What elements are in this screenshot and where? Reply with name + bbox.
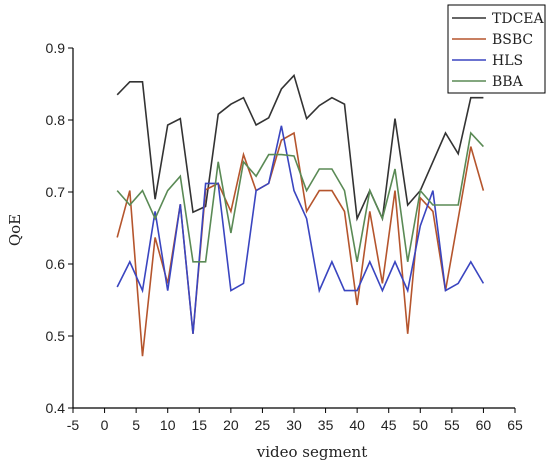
series-line-bba	[116, 131, 484, 263]
x-tick-label: 60	[476, 417, 492, 433]
x-tick-label: -5	[67, 417, 80, 433]
x-tick-label: 40	[349, 417, 365, 433]
legend-label-bba: BBA	[492, 74, 524, 90]
x-tick-label: 25	[255, 417, 271, 433]
y-tick-label: 0.4	[46, 400, 66, 416]
x-tick-label: 35	[318, 417, 334, 433]
x-tick-label: 30	[286, 417, 302, 433]
axes: -5 0 5 10 15 20 25 30 35 40 45 50 55 60 65 0.4 0.5 0.6 0.7…	[46, 40, 523, 433]
legend-box	[447, 4, 546, 94]
y-tick-label: 0.5	[46, 328, 66, 344]
x-tick-label: 10	[160, 417, 176, 433]
series-line-bsbc	[116, 131, 485, 357]
series-line-tdcea	[116, 73, 484, 222]
legend: TDCEA BSBC HLS BBA	[447, 4, 546, 94]
legend-label-hls: HLS	[492, 53, 523, 69]
y-tick-label: 0.8	[46, 112, 66, 128]
series-line-hls	[116, 125, 485, 334]
x-tick-label: 55	[444, 417, 460, 433]
legend-label-tdcea: TDCEA	[492, 11, 544, 27]
y-tick-label: 0.9	[46, 40, 66, 56]
x-tick-label: 0	[101, 417, 109, 433]
legend-label-bsbc: BSBC	[492, 32, 533, 48]
x-tick-label: 45	[381, 417, 397, 433]
x-axis-title: video segment	[256, 443, 368, 461]
y-tick-label: 0.6	[46, 256, 66, 272]
series-lines	[116, 73, 485, 357]
y-tick-label: 0.7	[46, 184, 66, 200]
x-tick-label: 15	[191, 417, 207, 433]
x-tick-label: 50	[412, 417, 428, 433]
x-tick-label: 65	[507, 417, 523, 433]
x-tick-label: 5	[132, 417, 140, 433]
y-axis-title: QoE	[6, 214, 24, 246]
x-tick-label: 20	[223, 417, 239, 433]
